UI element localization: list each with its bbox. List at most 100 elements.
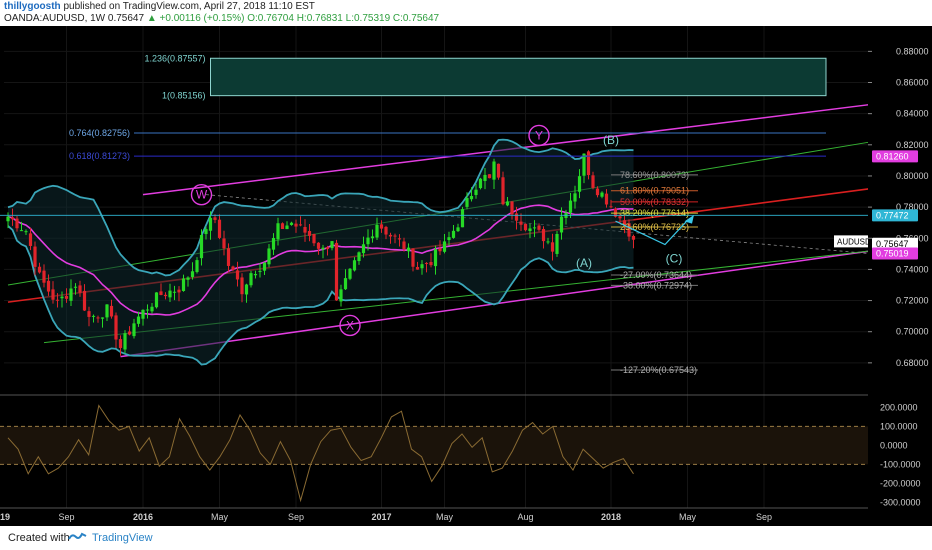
candle-body: [262, 262, 267, 271]
candle-body: [555, 233, 559, 254]
candle-body: [213, 217, 217, 220]
wave-label: (B): [603, 133, 619, 147]
candle-body: [429, 261, 433, 266]
fib-level-label: 78.60%(0.80073): [620, 170, 689, 180]
cci-tick-label: 0.0000: [880, 440, 908, 450]
candle-body: [87, 311, 91, 317]
candle-body: [181, 278, 186, 291]
candle-body: [379, 224, 384, 229]
chart-header: thillygoosth published on TradingView.co…: [0, 0, 932, 26]
candle-body: [384, 226, 388, 235]
wave-label: (A): [576, 256, 592, 270]
candle-body: [600, 192, 604, 197]
bollinger-upper: [7, 138, 634, 277]
candle-body: [492, 161, 496, 180]
publish-info: thillygoosth published on TradingView.co…: [4, 1, 315, 13]
time-tick-label: 2018: [601, 512, 621, 522]
price-chart-svg[interactable]: 1.236(0.87557) 1(0.85156) 0.764(0.82756) 0.…: [0, 26, 932, 526]
candle-body: [546, 241, 550, 243]
candle-body: [100, 317, 105, 319]
candle-body: [483, 174, 487, 181]
candle-body: [528, 228, 532, 232]
candle-body: [339, 289, 343, 302]
price-tick-label: 0.72000: [896, 296, 929, 306]
candle-body: [145, 309, 150, 311]
price-tick-label: 0.88000: [896, 46, 929, 56]
fib-level-label: -27.00%(0.73644): [620, 270, 692, 280]
candle-body: [591, 175, 595, 188]
candle-body: [280, 223, 285, 230]
candle-body: [10, 217, 15, 220]
time-tick-label: Aug: [517, 512, 533, 522]
candle-body: [235, 270, 240, 280]
candle-body: [550, 242, 555, 252]
price-tick-label: 0.84000: [896, 109, 929, 119]
price-tick-label: 0.82000: [896, 140, 929, 150]
price-badge-label: 0.81260: [876, 151, 909, 161]
fib-level-label: 1.236(0.87557): [144, 53, 205, 63]
tradingview-brand[interactable]: TradingView: [92, 532, 153, 544]
price-badge-label: 0.77472: [876, 210, 909, 220]
candle-body: [222, 238, 226, 249]
candle-body: [127, 331, 132, 335]
chart-area[interactable]: 1.236(0.87557) 1(0.85156) 0.764(0.82756) 0.…: [0, 26, 932, 526]
wave-label: Y: [535, 128, 543, 142]
candle-body: [136, 316, 141, 324]
target-zone-box: [210, 57, 827, 97]
candle-body: [312, 233, 316, 244]
candle-body: [388, 234, 393, 237]
candle-body: [411, 248, 415, 267]
candle-body: [73, 286, 78, 288]
price-badge: [872, 237, 918, 250]
time-tick-label: 2016: [133, 512, 153, 522]
symbol-tag: AUDUSD: [837, 237, 871, 246]
candle-body: [456, 227, 460, 232]
candle-body: [568, 200, 573, 213]
candle-body: [82, 290, 87, 311]
candle-body: [325, 247, 330, 250]
candle-body: [69, 288, 73, 301]
candle-body: [132, 323, 136, 337]
candle-body: [424, 262, 429, 264]
candle-body: [609, 206, 613, 208]
candle-body: [631, 235, 636, 240]
close-value: C:0.75647: [392, 13, 440, 24]
candle-body: [217, 219, 222, 238]
candle-body: [240, 277, 244, 295]
candle-body: [361, 244, 366, 254]
candle-body: [321, 247, 325, 250]
fib-level-label: 0.764(0.82756): [69, 128, 130, 138]
candle-body: [406, 247, 411, 252]
symbol-label: OANDA:AUDUSD, 1W: [4, 13, 106, 24]
cci-band: [0, 426, 868, 465]
cci-tick-label: -300.0000: [880, 497, 921, 507]
price-tick-label: 0.80000: [896, 171, 929, 181]
username-link[interactable]: thillygoosth: [4, 1, 61, 12]
candle-body: [316, 242, 321, 249]
candle-body: [357, 252, 361, 262]
candle-body: [415, 266, 420, 270]
time-tick-label: May: [211, 512, 229, 522]
candle-body: [190, 271, 195, 278]
candle-body: [537, 225, 541, 230]
price-axis-bg: [868, 26, 932, 526]
candle-body: [28, 233, 33, 246]
candle-body: [249, 273, 253, 286]
candle-body: [460, 209, 465, 228]
candle-body: [15, 218, 19, 229]
candle-body: [172, 291, 177, 293]
price-badge: [872, 209, 918, 222]
tradingview-logo-icon: [68, 530, 88, 547]
candle-body: [42, 270, 46, 283]
candle-body: [532, 227, 537, 229]
candle-body: [244, 284, 249, 295]
candle-body: [478, 178, 483, 189]
wave-circle: [339, 314, 361, 337]
candle-body: [433, 249, 438, 267]
candle-body: [514, 213, 519, 221]
wave-circle: [190, 183, 213, 206]
candle-body: [334, 242, 339, 301]
projection-path: [615, 219, 688, 246]
candle-body: [303, 227, 307, 233]
candle-body: [447, 237, 451, 241]
